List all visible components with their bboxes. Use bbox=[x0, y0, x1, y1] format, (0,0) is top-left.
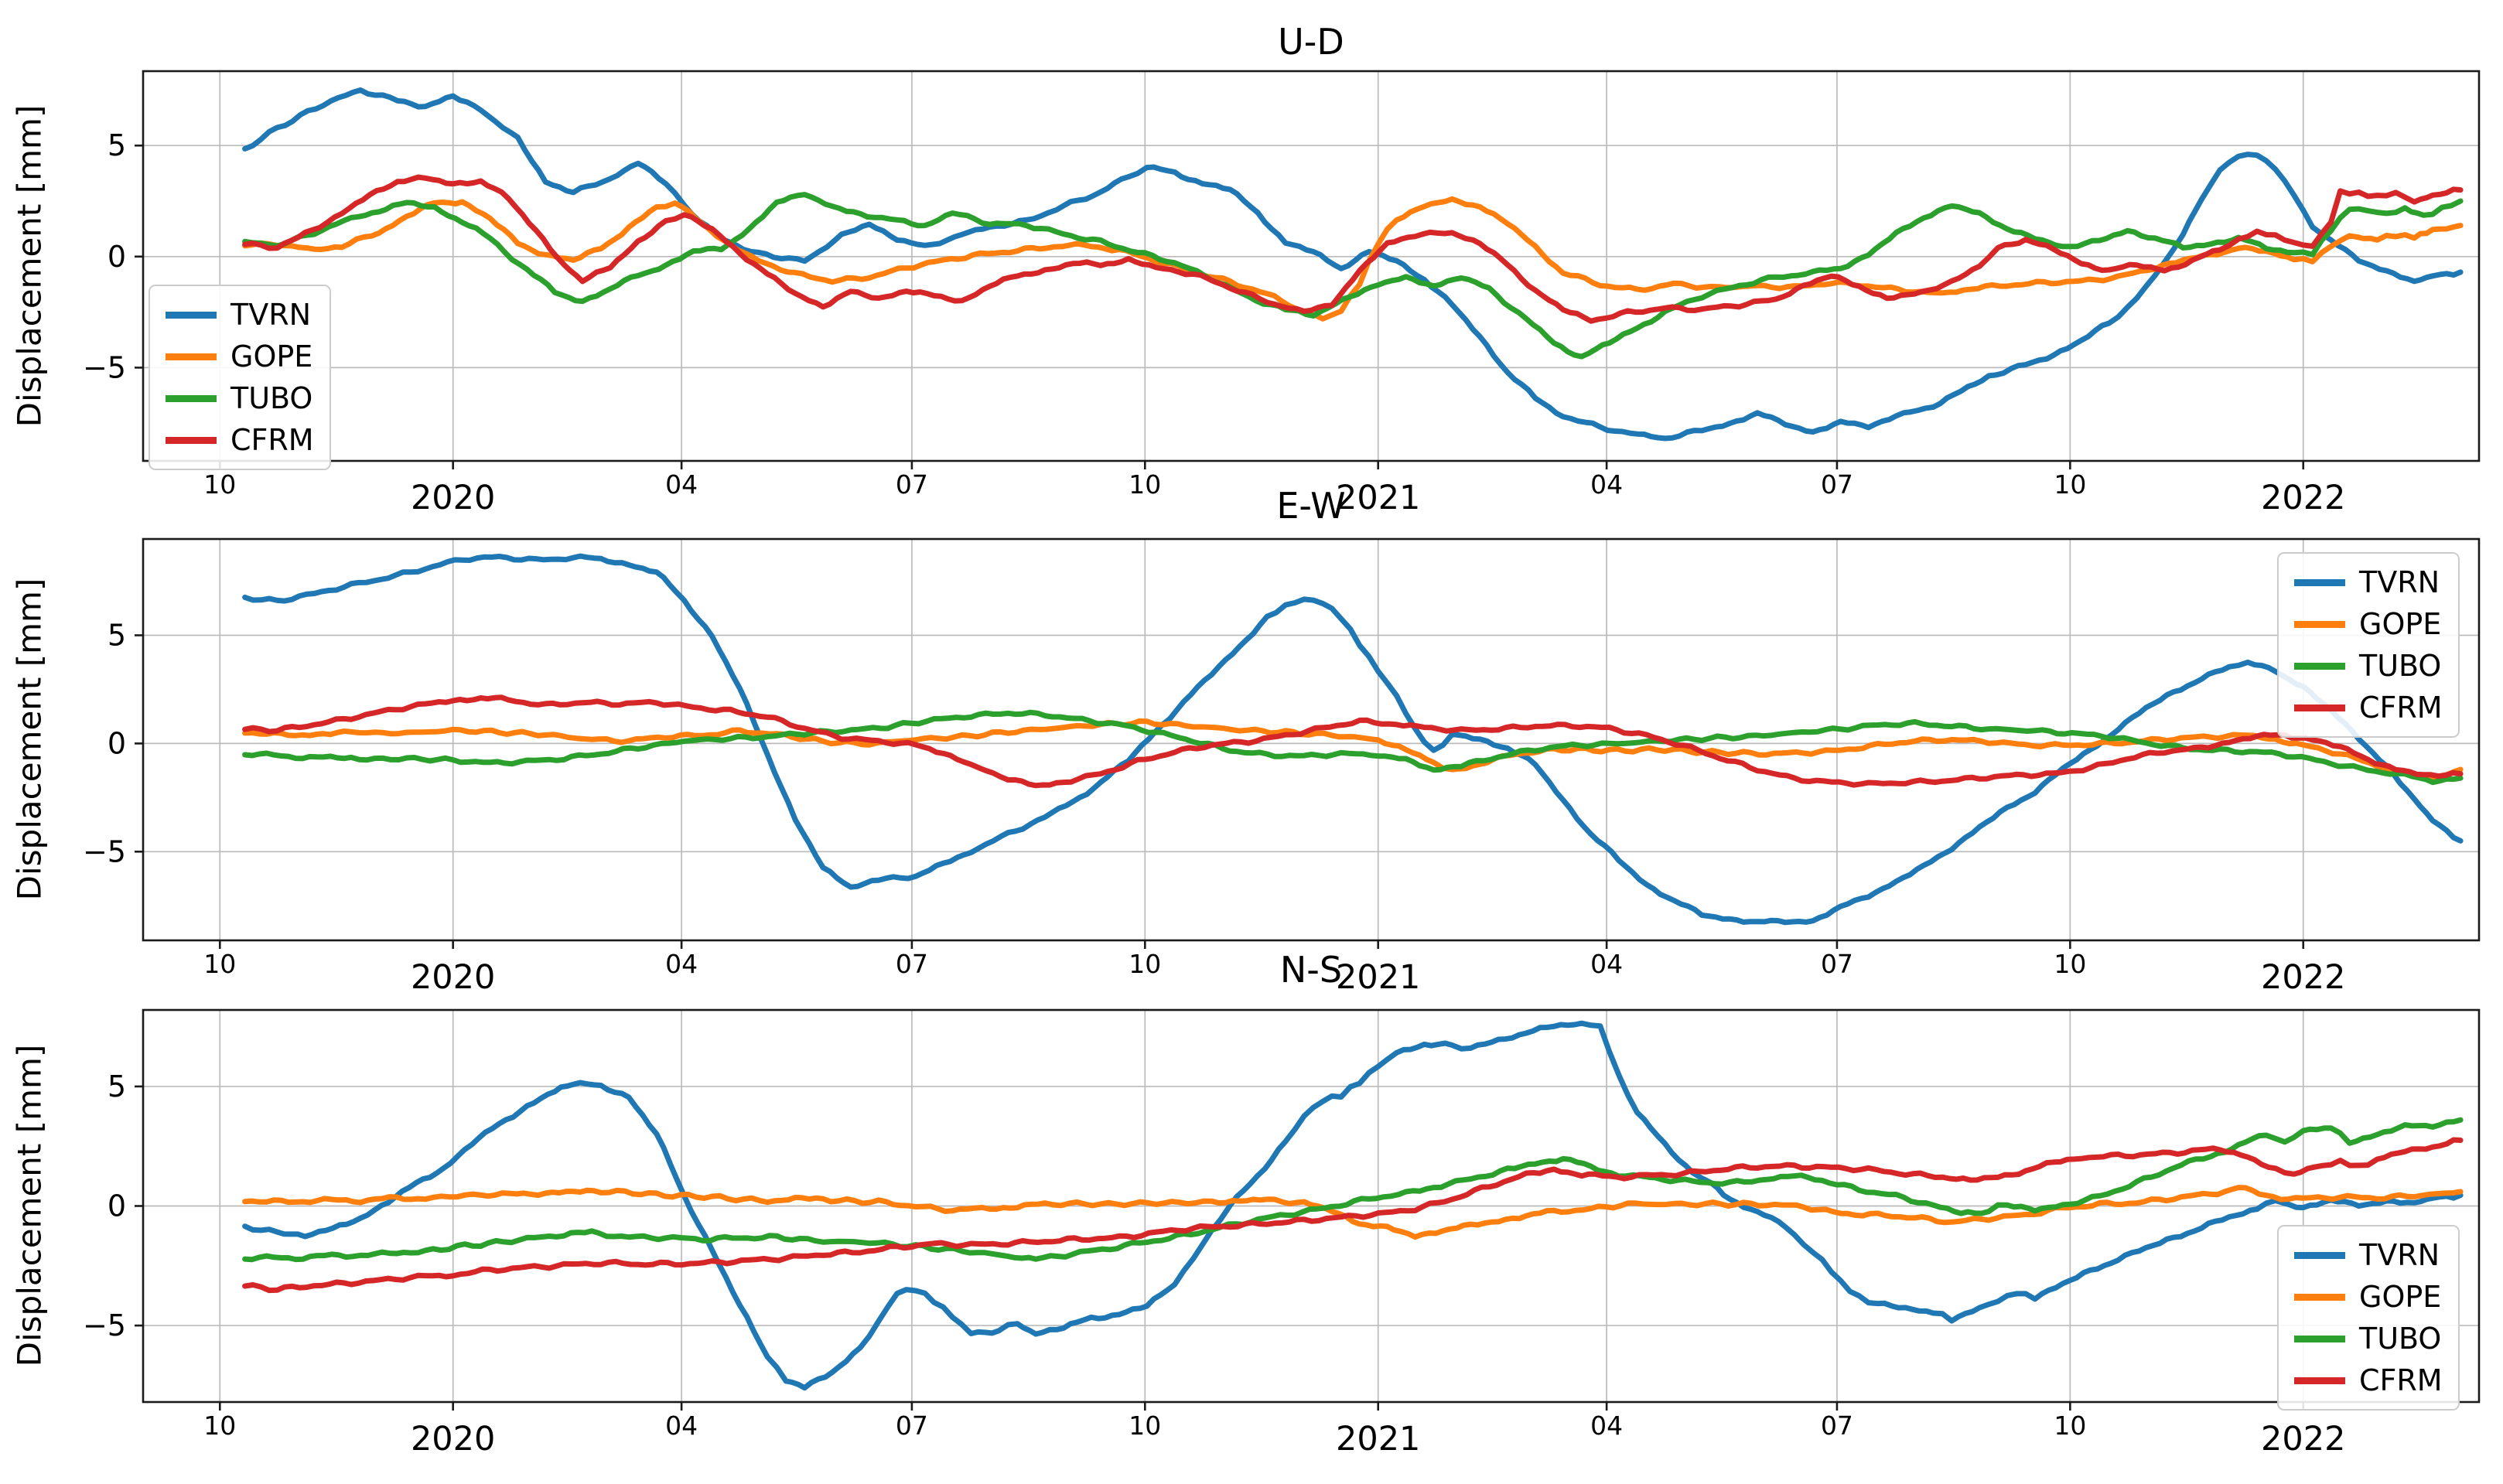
y-tick-label: 5 bbox=[108, 128, 126, 162]
x-tick-label: 07 bbox=[1821, 1411, 1853, 1441]
legend-item-cfrm: CFRM bbox=[2294, 1364, 2443, 1397]
legend-swatch-tubo bbox=[2294, 1335, 2345, 1342]
series-line-cfrm-e-w bbox=[242, 694, 2464, 789]
legend-swatch-cfrm bbox=[2294, 704, 2345, 711]
y-tick-label: 0 bbox=[108, 726, 126, 760]
legend-item-gope: GOPE bbox=[2294, 1281, 2443, 1313]
panel-title-ew: E-W bbox=[1276, 485, 1346, 527]
legend-label-tubo: TUBO bbox=[2359, 649, 2442, 683]
x-tick-label-year: 2020 bbox=[411, 958, 495, 997]
legend-item-gope: GOPE bbox=[2294, 608, 2443, 640]
legend-swatch-tvrn bbox=[166, 311, 217, 319]
legend-swatch-cfrm bbox=[2294, 1377, 2345, 1384]
y-axis-label-ud: Displacement [mm] bbox=[10, 104, 49, 428]
y-tick-label: 5 bbox=[108, 619, 126, 653]
x-tick-label: 07 bbox=[1821, 469, 1853, 500]
series-line-gope-e-w bbox=[242, 718, 2464, 781]
x-tick-label: 07 bbox=[896, 469, 928, 500]
x-tick-label-year: 2021 bbox=[1336, 479, 1420, 517]
x-tick-label-year: 2022 bbox=[2261, 1420, 2345, 1458]
legend-label-cfrm: CFRM bbox=[230, 423, 314, 457]
panel-title-ud: U-D bbox=[1278, 21, 1344, 63]
legend-item-cfrm: CFRM bbox=[2294, 691, 2443, 724]
legend-label-tubo: TUBO bbox=[230, 381, 313, 415]
series-line-tvrn-u-d bbox=[242, 87, 2464, 442]
x-tick-label: 04 bbox=[665, 949, 698, 979]
y-tick-label: 5 bbox=[108, 1070, 126, 1104]
legend-label-gope: GOPE bbox=[2359, 1280, 2442, 1314]
legend-label-gope: GOPE bbox=[230, 339, 313, 374]
x-tick-label: 10 bbox=[203, 469, 236, 500]
y-tick-label: −5 bbox=[83, 834, 126, 868]
legend-swatch-tubo bbox=[166, 394, 217, 402]
legend-item-tvrn: TVRN bbox=[166, 299, 314, 331]
x-tick-label: 04 bbox=[665, 1411, 698, 1441]
panel-title-ns: N-S bbox=[1279, 949, 1343, 991]
x-tick-label: 10 bbox=[2054, 1411, 2086, 1441]
legend-item-cfrm: CFRM bbox=[166, 424, 314, 456]
x-tick-label: 10 bbox=[203, 1411, 236, 1441]
legend-ew: TVRN GOPE TUBO CFRM bbox=[2277, 552, 2460, 738]
x-tick-label-year: 2020 bbox=[411, 1420, 495, 1458]
y-tick-label: −5 bbox=[83, 350, 126, 384]
legend-label-tvrn: TVRN bbox=[2359, 1238, 2440, 1272]
x-tick-label: 04 bbox=[1590, 1411, 1623, 1441]
series-line-tvrn-n-s bbox=[242, 1020, 2464, 1391]
x-tick-label: 07 bbox=[896, 949, 928, 979]
series-line-gope-u-d bbox=[242, 196, 2464, 322]
y-tick-label: −5 bbox=[83, 1308, 126, 1342]
x-tick-label: 04 bbox=[665, 469, 698, 500]
legend-swatch-gope bbox=[166, 353, 217, 360]
x-tick-label: 07 bbox=[896, 1411, 928, 1441]
x-tick-label: 10 bbox=[1129, 1411, 1161, 1441]
x-tick-label-year: 2022 bbox=[2261, 958, 2345, 997]
legend-label-tvrn: TVRN bbox=[2359, 565, 2440, 599]
legend-label-cfrm: CFRM bbox=[2359, 691, 2443, 725]
legend-label-tvrn: TVRN bbox=[230, 298, 312, 332]
legend-swatch-gope bbox=[2294, 620, 2345, 628]
x-tick-label: 10 bbox=[203, 949, 236, 979]
legend-item-tubo: TUBO bbox=[166, 382, 314, 414]
series-line-tubo-u-d bbox=[242, 192, 2464, 360]
legend-item-tvrn: TVRN bbox=[2294, 1239, 2443, 1271]
x-tick-label: 10 bbox=[1129, 469, 1161, 500]
legend-label-gope: GOPE bbox=[2359, 607, 2442, 641]
legend-swatch-tubo bbox=[2294, 662, 2345, 670]
y-tick-label: 0 bbox=[108, 1189, 126, 1223]
axes-spines bbox=[142, 70, 2481, 462]
legend-swatch-tvrn bbox=[2294, 1251, 2345, 1259]
legend-ud: TVRN GOPE TUBO CFRM bbox=[149, 285, 331, 470]
series-line-cfrm-u-d bbox=[242, 174, 2464, 324]
x-tick-label: 04 bbox=[1590, 949, 1623, 979]
x-tick-label-year: 2021 bbox=[1336, 958, 1420, 997]
x-tick-label-year: 2022 bbox=[2261, 479, 2345, 517]
legend-swatch-cfrm bbox=[166, 436, 217, 444]
legend-item-tubo: TUBO bbox=[2294, 650, 2443, 682]
y-axis-label-ew: Displacement [mm] bbox=[10, 578, 49, 901]
legend-swatch-gope bbox=[2294, 1293, 2345, 1301]
legend-item-tubo: TUBO bbox=[2294, 1322, 2443, 1355]
legend-swatch-tvrn bbox=[2294, 578, 2345, 586]
legend-ns: TVRN GOPE TUBO CFRM bbox=[2277, 1225, 2460, 1411]
x-tick-label: 04 bbox=[1590, 469, 1623, 500]
series-line-gope-n-s bbox=[242, 1185, 2464, 1240]
series-line-tubo-e-w bbox=[242, 709, 2464, 786]
y-axis-label-ns: Displacement [mm] bbox=[10, 1044, 49, 1367]
x-tick-label: 10 bbox=[2054, 949, 2086, 979]
x-tick-label-year: 2021 bbox=[1336, 1420, 1420, 1458]
legend-label-cfrm: CFRM bbox=[2359, 1363, 2443, 1397]
series-line-cfrm-n-s bbox=[242, 1137, 2464, 1294]
x-tick-label: 10 bbox=[1129, 949, 1161, 979]
x-tick-label: 07 bbox=[1821, 949, 1853, 979]
legend-item-tvrn: TVRN bbox=[2294, 566, 2443, 599]
legend-item-gope: GOPE bbox=[166, 340, 314, 373]
x-tick-label: 10 bbox=[2054, 469, 2086, 500]
y-tick-label: 0 bbox=[108, 240, 126, 274]
legend-label-tubo: TUBO bbox=[2359, 1322, 2442, 1356]
axes-spines bbox=[142, 537, 2481, 942]
series-line-tubo-n-s bbox=[242, 1117, 2464, 1263]
x-tick-label-year: 2020 bbox=[411, 479, 495, 517]
